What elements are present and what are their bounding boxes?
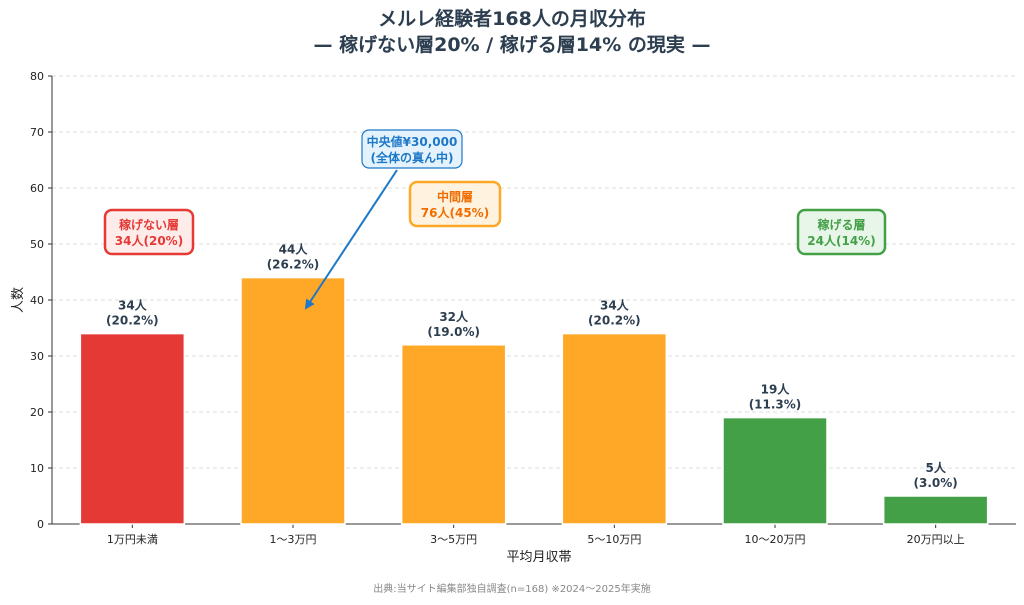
chart-title-block: メルレ経験者168人の月収分布 — 稼げない層20% / 稼げる層14% の現実… — [0, 6, 1024, 58]
y-tick-label: 70 — [30, 126, 44, 139]
data-label-percent: (20.2%) — [588, 314, 641, 328]
median-arrow — [304, 169, 398, 310]
x-tick-label: 1万円未満 — [107, 533, 158, 546]
annotation-box-low — [103, 208, 195, 256]
axes: 0 10 20 30 40 50 60 70 80 1万円未満 1〜3万円 3〜5万円 5〜10万円 10… — [11, 70, 1016, 565]
grid-lines — [52, 75, 1016, 469]
annotation-value-high: 24人(14%) — [807, 233, 875, 248]
y-axis-title: 人数 — [11, 287, 26, 313]
data-label-count: 32人 — [439, 309, 469, 324]
chart-subtitle: — 稼げない層20% / 稼げる層14% の現実 — — [313, 34, 711, 56]
bar — [882, 495, 989, 525]
annotation-label-mid: 中間層 — [437, 189, 473, 204]
bar — [79, 332, 186, 525]
data-label-percent: (20.2%) — [106, 314, 159, 328]
bar — [722, 416, 828, 525]
bar — [561, 332, 668, 525]
data-label-percent: (3.0%) — [914, 476, 958, 490]
data-label-percent: (19.0%) — [427, 325, 480, 339]
data-label-percent: (11.3%) — [749, 398, 802, 412]
x-tick-label: 1〜3万円 — [270, 533, 317, 546]
bars — [79, 276, 989, 525]
annotation-box-high — [796, 208, 887, 256]
data-label-count: 34人 — [600, 298, 630, 313]
data-labels: 34人(20.2%)44人(26.2%)32人(19.0%)34人(20.2%)… — [106, 242, 958, 490]
y-tick-label: 50 — [30, 238, 44, 251]
y-tick-label: 80 — [30, 70, 44, 83]
data-label-count: 19人 — [761, 382, 791, 397]
chart-title: メルレ経験者168人の月収分布 — [378, 8, 646, 30]
x-tick-label: 5〜10万円 — [587, 533, 641, 546]
annotation-value-median: (全体の真ん中) — [371, 150, 454, 165]
data-label-percent: (26.2%) — [267, 258, 320, 272]
data-label-count: 44人 — [279, 242, 309, 257]
annotation-label-low: 稼げない層 — [119, 217, 179, 232]
y-tick-label: 10 — [30, 462, 44, 475]
annotation-label-high: 稼げる層 — [817, 217, 865, 232]
annotation-value-low: 34人(20%) — [115, 233, 183, 248]
y-tick-label: 60 — [30, 182, 44, 195]
y-tick-label: 40 — [30, 294, 44, 307]
bar — [240, 276, 346, 525]
y-tick-label: 0 — [37, 518, 44, 531]
bar — [400, 344, 507, 525]
annotation-label-median: 中央値¥30,000 — [367, 134, 458, 149]
y-tick-label: 30 — [30, 350, 44, 363]
x-tick-label: 10〜20万円 — [745, 533, 806, 546]
bar-chart: 0 10 20 30 40 50 60 70 80 1万円未満 1〜3万円 3〜5万円 5〜10万円 10… — [11, 70, 1016, 565]
annotation-box-mid — [408, 180, 502, 228]
data-label-count: 34人 — [118, 298, 148, 313]
annotation-value-mid: 76人(45%) — [421, 205, 489, 220]
x-tick-label: 20万円以上 — [907, 533, 965, 546]
data-label-count: 5人 — [925, 460, 946, 475]
x-axis-title: 平均月収帯 — [506, 550, 571, 565]
source-note: 出典:当サイト編集部独自調査(n=168) ※2024〜2025年実施 — [373, 584, 651, 595]
annotation-box-median — [361, 129, 463, 169]
x-tick-label: 3〜5万円 — [430, 533, 477, 546]
y-tick-label: 20 — [30, 406, 44, 419]
